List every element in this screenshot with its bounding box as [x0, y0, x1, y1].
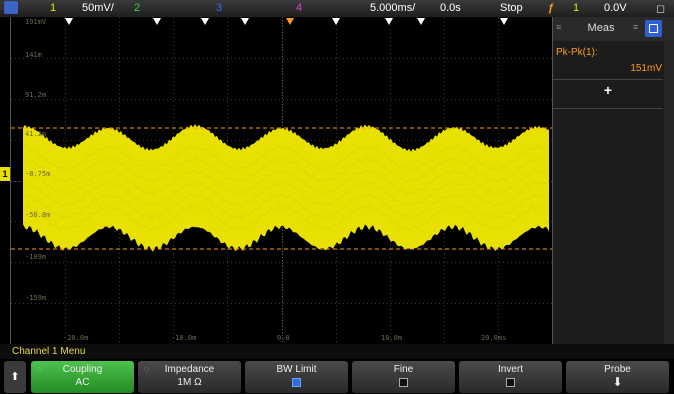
- channel1-scale[interactable]: 50mV/: [82, 2, 114, 14]
- channel2-number[interactable]: 2: [134, 2, 141, 14]
- measurement-label: Pk-Pk(1):: [556, 47, 598, 58]
- trigger-slope-icon: ƒ: [548, 2, 555, 14]
- x-tick-label: -10.0m: [171, 334, 197, 342]
- impedance-softkey[interactable]: ◌ Impedance 1M Ω: [138, 361, 241, 393]
- horizontal-delay[interactable]: 0.0s: [440, 2, 461, 14]
- y-tick-label: 41.2m: [25, 130, 47, 138]
- bw-limit-checkbox[interactable]: [291, 378, 301, 387]
- x-tick-label: -20.0m: [63, 334, 89, 342]
- add-measurement-button[interactable]: +: [603, 82, 613, 98]
- waveform-trace: [24, 204, 548, 231]
- y-tick-label: -159m: [25, 294, 47, 302]
- waveform-trace: [24, 156, 548, 184]
- softkey-label: BW Limit: [276, 364, 317, 375]
- acquisition-icon: ◻: [656, 3, 666, 15]
- fine-softkey[interactable]: Fine: [352, 361, 455, 393]
- up-arrow-icon: ⬆: [10, 371, 20, 383]
- waveform-trace: [24, 180, 548, 207]
- segment-marker: [65, 18, 73, 25]
- main-menu-button[interactable]: [4, 1, 18, 14]
- y-tick-label: 141m: [25, 51, 42, 59]
- x-tick-label: 0.0: [277, 334, 290, 342]
- bw-limit-softkey[interactable]: BW Limit: [245, 361, 348, 393]
- softkey-value: 1M Ω: [177, 377, 202, 388]
- sidebar-scrollbar[interactable]: [664, 41, 674, 344]
- invert-softkey[interactable]: Invert: [459, 361, 562, 393]
- measurement-sidebar: ≡ Meas ≡ Pk-Pk(1): 151mV +: [553, 17, 674, 344]
- rotate-knob-icon: ◌: [37, 364, 43, 374]
- down-arrow-icon: ⬇: [612, 375, 623, 389]
- waveform-trace: [24, 144, 548, 172]
- coupling-softkey[interactable]: ◌ Coupling AC: [31, 361, 134, 393]
- segment-marker: [201, 18, 209, 25]
- menu-back-button[interactable]: ⬆: [4, 361, 26, 393]
- sidebar-menu-icon[interactable]: [645, 20, 662, 37]
- channel3-number[interactable]: 3: [216, 2, 223, 14]
- waveform-trace: [24, 192, 548, 220]
- channel1-waveform: [23, 124, 549, 252]
- rotate-knob-icon: ◌: [144, 364, 150, 374]
- segment-marker: [153, 18, 161, 25]
- softkey-label: Invert: [497, 364, 523, 375]
- sidebar-grip-icon: ≡: [556, 22, 562, 32]
- softkey-label: Fine: [393, 364, 414, 375]
- invert-checkbox[interactable]: [505, 378, 515, 387]
- sidebar-grip-icon: ≡: [633, 22, 639, 32]
- trigger-source[interactable]: 1: [573, 2, 580, 14]
- segment-marker: [417, 18, 425, 25]
- timebase-scale[interactable]: 5.000ms/: [370, 2, 416, 14]
- measurement-value: 151mV: [630, 63, 662, 74]
- y-tick-label: -58.8m: [25, 211, 51, 219]
- x-tick-label: 10.0m: [381, 334, 403, 342]
- y-tick-label: 91.2m: [25, 91, 47, 99]
- softkey-value: AC: [75, 377, 90, 388]
- y-tick-label: -8.75m: [25, 170, 51, 178]
- segment-marker: [500, 18, 508, 25]
- waveform-canvas: [11, 17, 552, 344]
- x-tick-label: 20.0ms: [481, 334, 507, 342]
- channel1-number[interactable]: 1: [50, 2, 57, 14]
- y-tick-label: 191mV: [25, 18, 47, 26]
- tab-meas[interactable]: Meas: [587, 22, 615, 34]
- y-tick-label: -109m: [25, 253, 47, 261]
- run-state[interactable]: Stop: [500, 2, 523, 14]
- softkey-label: Probe: [604, 364, 631, 375]
- waveform-trace: [24, 168, 548, 196]
- fine-checkbox[interactable]: [398, 378, 408, 387]
- probe-softkey[interactable]: Probe ⬇: [566, 361, 669, 393]
- sidebar-header: ≡ Meas ≡: [553, 17, 674, 41]
- softkey-label: Impedance: [164, 364, 215, 375]
- channel1-ground-marker[interactable]: 1: [0, 167, 10, 181]
- menu-title: Channel 1 Menu: [0, 344, 674, 359]
- trigger-position-marker: [286, 18, 294, 25]
- trigger-level[interactable]: 0.0V: [604, 2, 627, 14]
- segment-marker: [241, 18, 249, 25]
- segment-marker: [385, 18, 393, 25]
- softkey-label: Coupling: [62, 364, 103, 375]
- waveform-display[interactable]: 191mV 141m 91.2m 41.2m -8.75m -58.8m -10…: [10, 17, 553, 344]
- channel4-number[interactable]: 4: [296, 2, 303, 14]
- segment-marker: [332, 18, 340, 25]
- status-bar: 1 50mV/ 2 3 4 5.000ms/ 0.0s Stop ƒ 1 0.0…: [0, 0, 674, 17]
